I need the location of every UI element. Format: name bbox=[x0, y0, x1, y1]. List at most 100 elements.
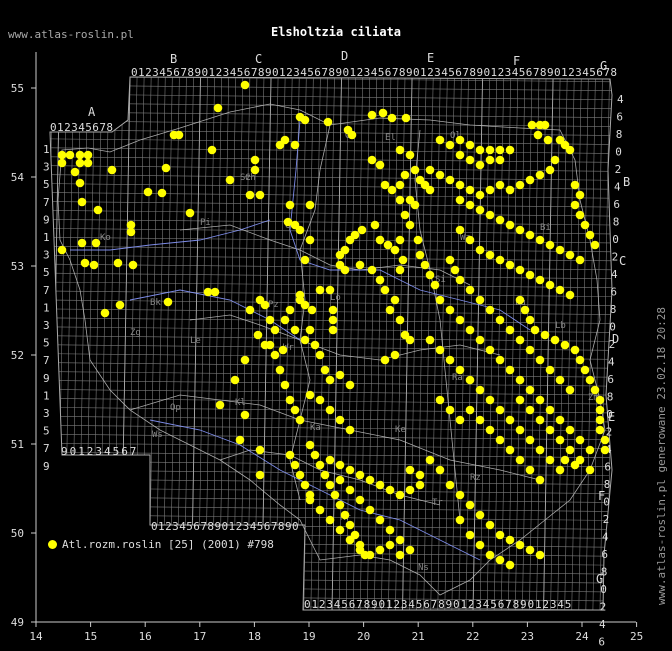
bottom-grid-digit: 0 bbox=[304, 598, 311, 611]
bottom-grid-digit: 1 bbox=[311, 598, 318, 611]
occurrence-dot bbox=[495, 215, 505, 225]
occurrence-dot bbox=[161, 163, 171, 173]
occurrence-dot bbox=[455, 515, 465, 525]
grid-line-h bbox=[50, 371, 612, 378]
left-grid-digit: 3 bbox=[43, 249, 50, 262]
occurrence-dot bbox=[405, 220, 415, 230]
occurrence-dot bbox=[325, 405, 335, 415]
top-grid-digit: 7 bbox=[251, 66, 258, 79]
occurrence-dot bbox=[328, 315, 338, 325]
occurrence-dot bbox=[240, 80, 250, 90]
bottom-grid-digit: 3 bbox=[95, 445, 102, 458]
right-grid-digit: 6 bbox=[604, 461, 611, 474]
occurrence-dot bbox=[280, 380, 290, 390]
occurrence-dot bbox=[525, 175, 535, 185]
occurrence-dot bbox=[485, 305, 495, 315]
right-grid-digit: 0 bbox=[600, 583, 607, 596]
occurrence-dot bbox=[315, 350, 325, 360]
top-grid-digit: 5 bbox=[237, 66, 244, 79]
occurrence-dot bbox=[290, 460, 300, 470]
occurrence-dot bbox=[143, 187, 153, 197]
species-title: Elsholtzia ciliata bbox=[270, 25, 402, 39]
top-grid-digit: 6 bbox=[314, 66, 321, 79]
occurrence-dot bbox=[305, 440, 315, 450]
bottom-grid-digit: 4 bbox=[179, 520, 186, 533]
occurrence-dot bbox=[475, 335, 485, 345]
bottom-grid-digit: 1 bbox=[460, 598, 467, 611]
occurrence-dot bbox=[550, 155, 560, 165]
occurrence-dot bbox=[580, 220, 590, 230]
right-grid-digit: 8 bbox=[610, 303, 617, 316]
occurrence-dot bbox=[515, 395, 525, 405]
occurrence-dot bbox=[410, 165, 420, 175]
top-grid-digit: 0 bbox=[272, 66, 279, 79]
region-label: Rz bbox=[470, 473, 481, 483]
occurrence-dot bbox=[485, 155, 495, 165]
occurrence-dot bbox=[415, 250, 425, 260]
bottom-grid-digit: 5 bbox=[416, 598, 423, 611]
row-letter: B bbox=[623, 175, 630, 189]
occurrence-dot bbox=[475, 540, 485, 550]
y-tick-label: 51 bbox=[11, 438, 24, 451]
bottom-grid-digit: 9 bbox=[520, 598, 527, 611]
bottom-grid-digit: 2 bbox=[468, 598, 475, 611]
occurrence-dot bbox=[595, 415, 605, 425]
grid-line-h bbox=[50, 102, 612, 109]
occurrence-dot bbox=[600, 445, 610, 455]
bottom-grid-digit: 8 bbox=[364, 598, 371, 611]
region-label: Bk bbox=[150, 298, 161, 308]
occurrence-dot bbox=[580, 365, 590, 375]
top-grid-digit: 4 bbox=[371, 66, 378, 79]
top-grid-digit: 5 bbox=[378, 66, 385, 79]
occurrence-dot bbox=[385, 540, 395, 550]
grid-line-h bbox=[50, 559, 608, 566]
occurrence-dot bbox=[465, 235, 475, 245]
occurrence-dot bbox=[285, 395, 295, 405]
province-border bbox=[414, 129, 461, 521]
bottom-grid-digit: 1 bbox=[229, 520, 236, 533]
occurrence-dot bbox=[75, 158, 85, 168]
right-grid-digit: 8 bbox=[607, 391, 614, 404]
occurrence-dot bbox=[57, 150, 67, 160]
grid-line-h bbox=[50, 586, 608, 593]
right-grid-digit: 2 bbox=[603, 513, 610, 526]
top-grid-digit: 0 bbox=[202, 66, 209, 79]
occurrence-dot bbox=[485, 345, 495, 355]
occurrence-dot bbox=[455, 365, 465, 375]
a-grid-digit: 4 bbox=[78, 121, 85, 134]
top-grid-digit: 9 bbox=[335, 66, 342, 79]
grid-line-h bbox=[36, 622, 607, 628]
top-grid-digit: 2 bbox=[145, 66, 152, 79]
occurrence-dot bbox=[335, 525, 345, 535]
occurrence-dot bbox=[163, 297, 173, 307]
top-grid-digit: 3 bbox=[434, 66, 441, 79]
occurrence-dot bbox=[525, 230, 535, 240]
grid-line-h bbox=[50, 201, 612, 208]
region-label: Sz bbox=[240, 173, 251, 183]
occurrence-dot bbox=[535, 550, 545, 560]
occurrence-dot bbox=[385, 525, 395, 535]
bottom-grid-digit: 4 bbox=[408, 598, 415, 611]
right-grid-digit: 6 bbox=[616, 111, 623, 124]
bottom-grid-digit: 0 bbox=[528, 598, 535, 611]
grid-line-h bbox=[50, 299, 612, 306]
right-grid-digit: 0 bbox=[612, 233, 619, 246]
occurrence-dot bbox=[398, 255, 408, 265]
occurrence-dot bbox=[335, 500, 345, 510]
top-grid-digit: 2 bbox=[568, 66, 575, 79]
top-grid-digit: 8 bbox=[399, 66, 406, 79]
grid-line-h bbox=[50, 362, 612, 369]
grid-line-h bbox=[50, 165, 612, 172]
occurrence-dot bbox=[455, 275, 465, 285]
occurrence-dot bbox=[250, 165, 260, 175]
occurrence-dot bbox=[535, 275, 545, 285]
bottom-grid-digit: 0 bbox=[292, 520, 299, 533]
occurrence-dot bbox=[295, 225, 305, 235]
occurrence-dot bbox=[375, 515, 385, 525]
right-grid-digit: 4 bbox=[617, 93, 624, 106]
occurrence-dot bbox=[450, 265, 460, 275]
bottom-grid-digit: 4 bbox=[334, 598, 341, 611]
occurrence-dot bbox=[515, 540, 525, 550]
occurrence-dot bbox=[570, 460, 580, 470]
occurrence-dot bbox=[475, 295, 485, 305]
